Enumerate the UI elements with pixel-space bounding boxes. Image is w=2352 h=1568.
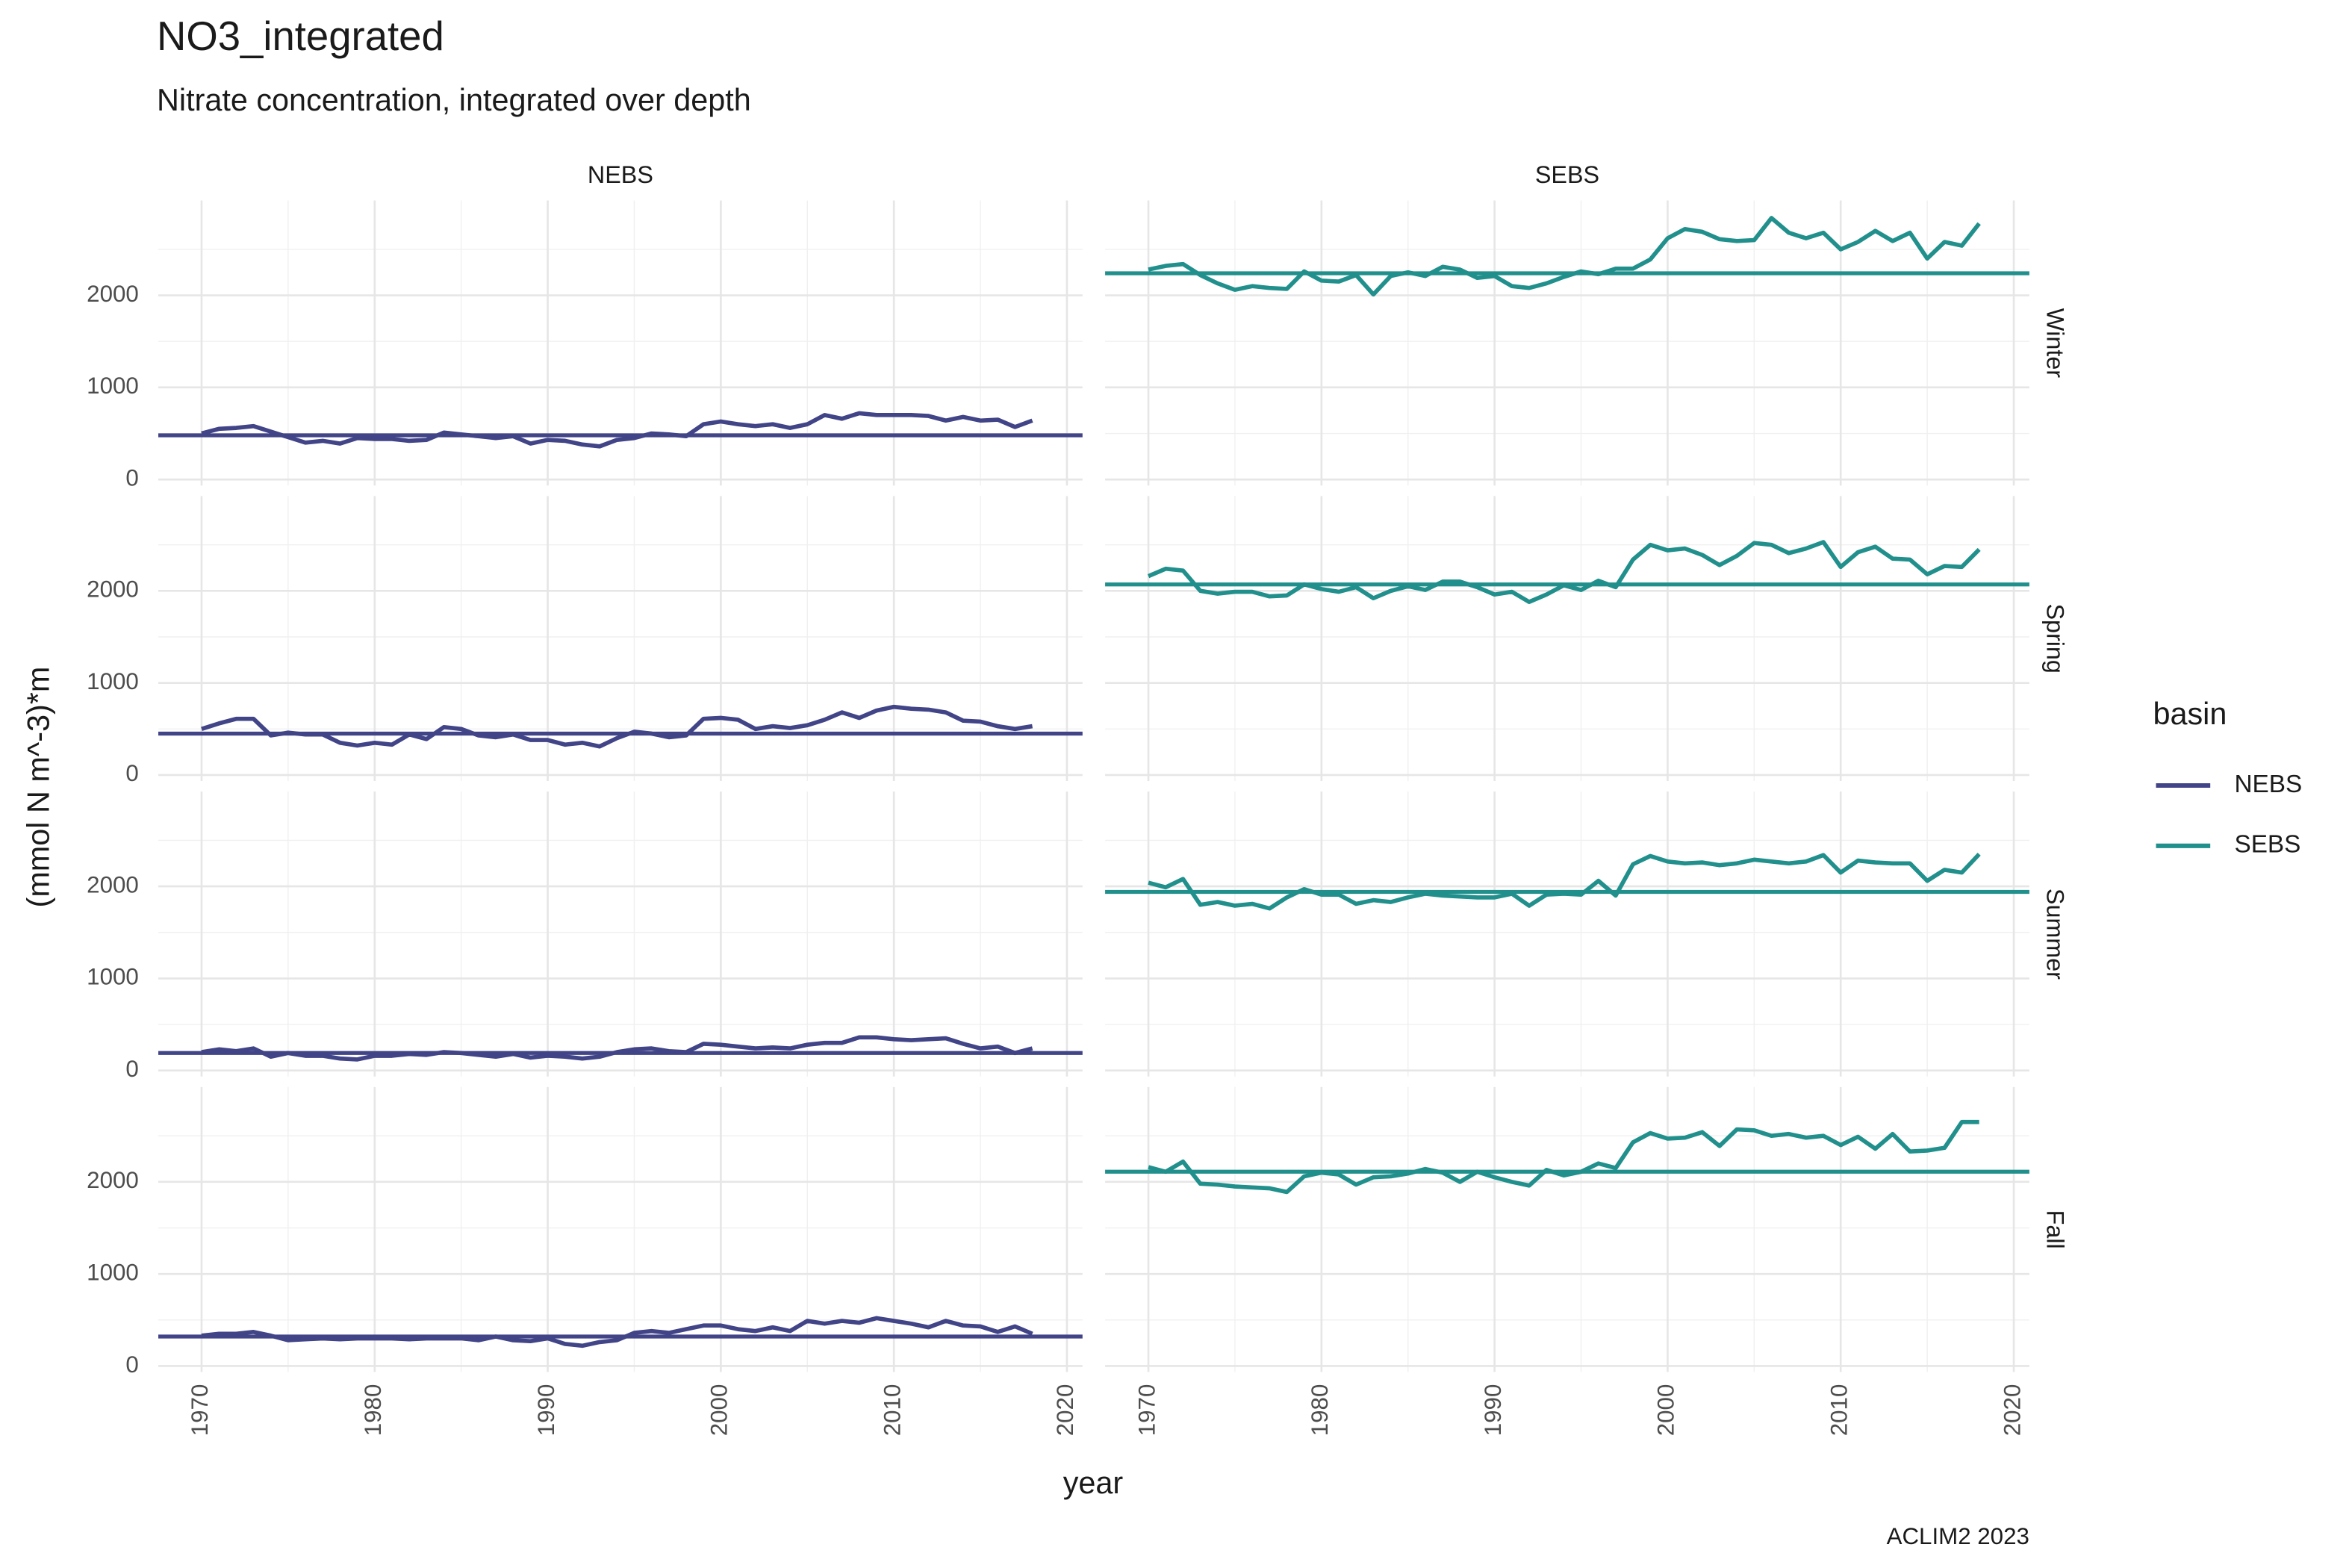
y-tick-label: 0 <box>125 464 138 491</box>
strip-label: SEBS <box>1535 161 1599 188</box>
y-tick-label: 0 <box>125 760 138 786</box>
row-strip-label: Spring <box>2042 603 2069 673</box>
row-strip-label: Summer <box>2042 889 2069 980</box>
x-tick-label: 2000 <box>1653 1384 1679 1437</box>
legend-label: SEBS <box>2234 831 2300 859</box>
legend-label: NEBS <box>2234 771 2302 798</box>
y-tick-label: 2000 <box>87 576 139 603</box>
x-tick-label: 2010 <box>879 1384 905 1437</box>
y-axis-label: (mmol N m^-3)*m <box>21 667 55 908</box>
y-tick-label: 0 <box>125 1056 138 1082</box>
x-tick-label: 1970 <box>187 1384 213 1437</box>
x-tick-label: 1990 <box>1480 1384 1506 1437</box>
y-tick-label: 1000 <box>87 668 139 694</box>
x-tick-label: 2010 <box>1826 1384 1852 1437</box>
series-line <box>201 411 1033 449</box>
series-line <box>1148 1119 1979 1195</box>
series-line <box>201 704 1033 749</box>
y-tick-label: 1000 <box>87 373 139 399</box>
y-tick-label: 1000 <box>87 964 139 990</box>
row-strip-label: Winter <box>2042 308 2069 379</box>
x-axis-label: year <box>1063 1466 1124 1500</box>
series-line <box>1148 853 1981 911</box>
chart-title: NO3_integrated <box>157 13 444 59</box>
x-tick-label: 1970 <box>1133 1384 1160 1437</box>
y-tick-label: 0 <box>125 1351 138 1378</box>
chart-subtitle: Nitrate concentration, integrated over d… <box>157 83 751 117</box>
strip-label: NEBS <box>588 161 653 188</box>
x-tick-label: 1980 <box>360 1384 386 1437</box>
x-tick-label: 2020 <box>1052 1384 1078 1437</box>
y-tick-label: 1000 <box>87 1259 139 1285</box>
series-line <box>1148 216 1981 297</box>
x-tick-label: 1980 <box>1307 1384 1333 1437</box>
y-tick-label: 2000 <box>87 871 139 897</box>
caption: ACLIM2 2023 <box>1887 1523 2029 1549</box>
series-line <box>201 1316 1033 1348</box>
legend-title: basin <box>2153 697 2227 731</box>
x-tick-label: 1990 <box>533 1384 559 1437</box>
y-tick-label: 2000 <box>87 281 139 307</box>
x-tick-label: 2020 <box>1999 1384 2025 1437</box>
row-strip-label: Fall <box>2042 1210 2069 1249</box>
x-tick-label: 2000 <box>706 1384 732 1437</box>
y-tick-label: 2000 <box>87 1167 139 1193</box>
series-line <box>1147 540 1981 604</box>
series-line <box>201 1035 1033 1062</box>
